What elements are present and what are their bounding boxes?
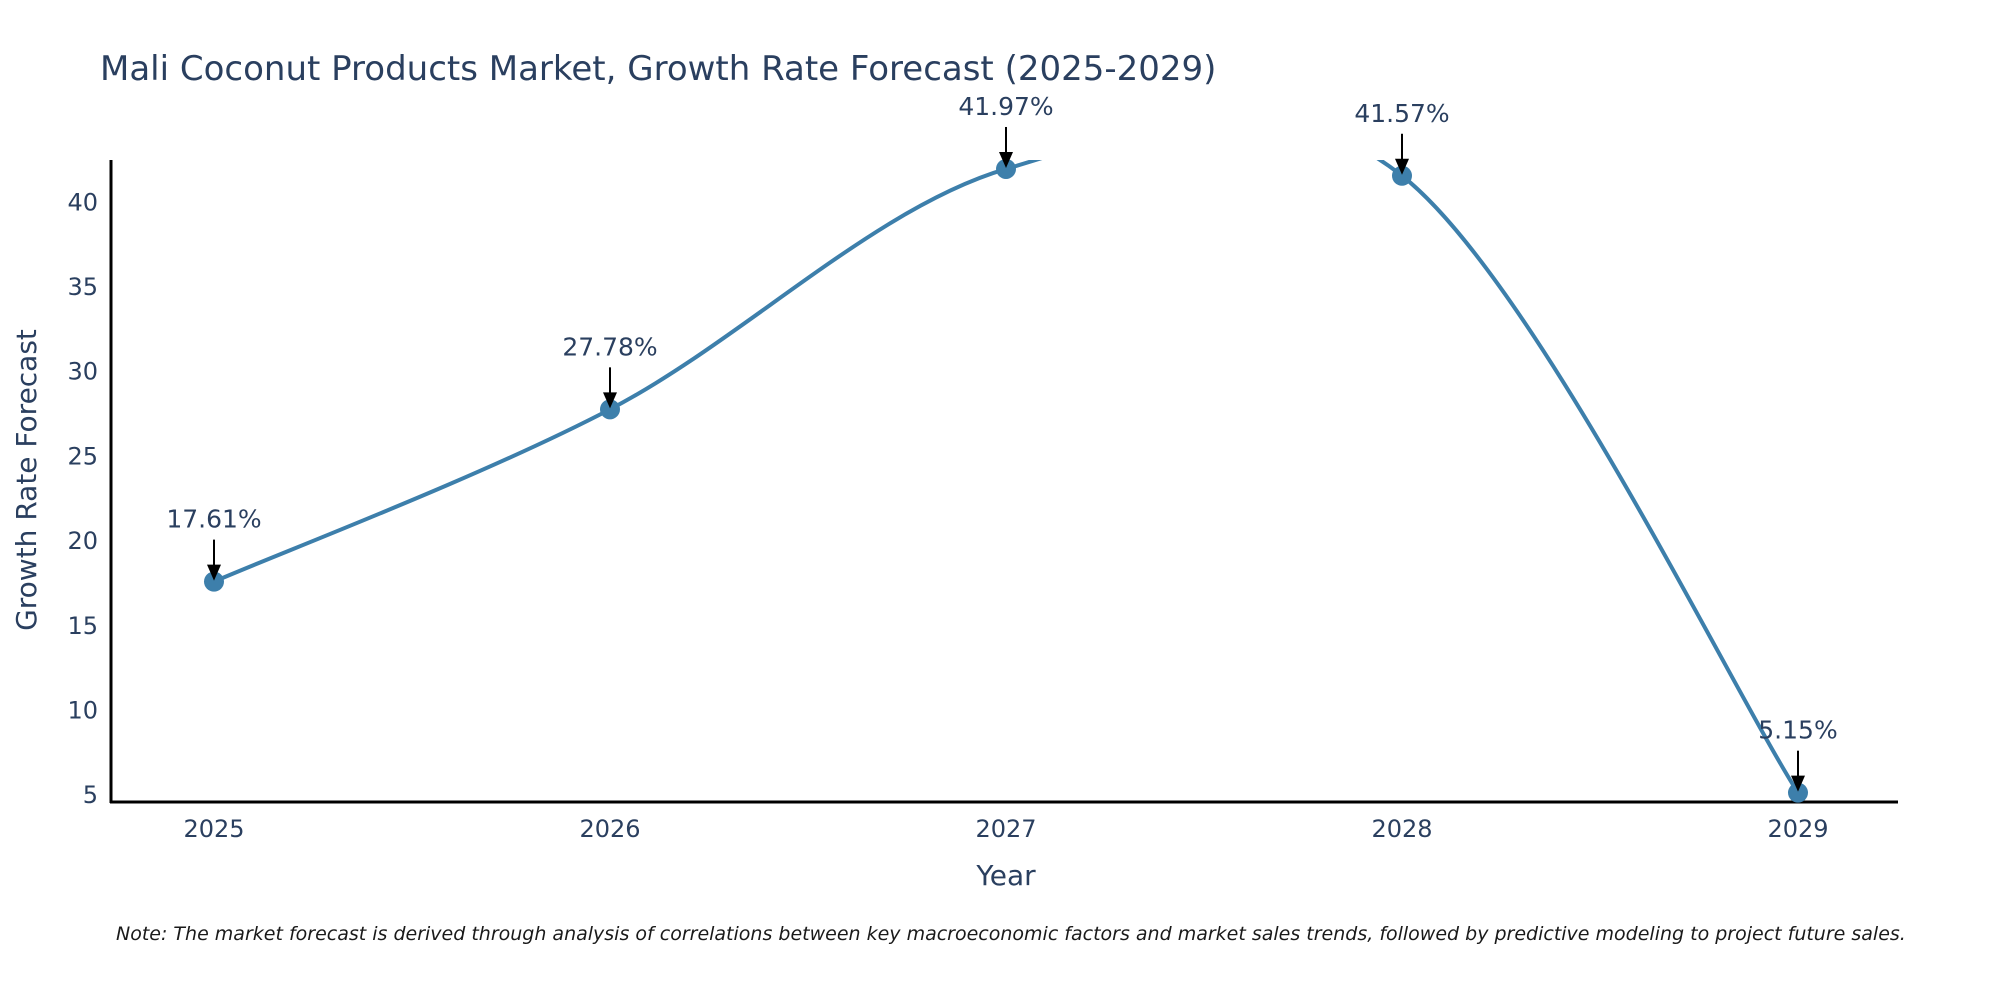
data-markers [204, 158, 1808, 803]
annotation-arrowhead [603, 392, 617, 409]
annotation-arrowhead [1791, 775, 1805, 792]
data-label-2028: 41.57% [1354, 99, 1449, 128]
y-tick-label: 20 [67, 527, 98, 555]
y-tick-label: 35 [67, 273, 98, 301]
data-label-2029: 5.15% [1758, 716, 1837, 745]
y-tick-labels: 5 10 15 20 25 30 35 40 [67, 188, 98, 809]
x-tick-labels: 2025 2026 2027 2028 2029 [183, 815, 1828, 843]
data-point-2029 [1788, 782, 1808, 803]
x-axis-title: Year [975, 859, 1036, 892]
footnote: Note: The market forecast is derived thr… [116, 923, 1906, 945]
data-point-2025 [204, 571, 224, 592]
data-label-2027: 41.97% [958, 92, 1053, 121]
data-point-2028 [1392, 165, 1412, 186]
data-label-2025: 17.61% [166, 505, 261, 534]
x-tick-label: 2025 [183, 815, 244, 843]
x-tick-label: 2026 [579, 815, 640, 843]
data-annotations: 17.61% 27.78% 41.97% 41.57% 5.15% [166, 92, 1838, 792]
annotation-arrowhead [207, 564, 221, 581]
plot-area [213, 160, 1800, 794]
x-tick-label: 2028 [1371, 815, 1432, 843]
series-line [213, 160, 1800, 794]
y-tick-label: 30 [67, 358, 98, 386]
y-tick-label: 25 [67, 442, 98, 470]
y-tick-label: 5 [83, 781, 98, 809]
data-point-2026 [600, 399, 620, 420]
chart-title: Mali Coconut Products Market, Growth Rat… [100, 49, 1216, 89]
y-tick-label: 15 [67, 612, 98, 640]
y-tick-label: 40 [67, 188, 98, 216]
x-tick-label: 2029 [1767, 815, 1828, 843]
data-label-2026: 27.78% [562, 332, 657, 361]
y-tick-label: 10 [67, 697, 98, 725]
x-tick-label: 2027 [975, 815, 1036, 843]
annotation-arrowhead [999, 151, 1013, 168]
y-axis-title: Growth Rate Forecast [10, 329, 43, 631]
data-point-2027 [996, 158, 1016, 179]
annotation-arrowhead [1395, 158, 1409, 175]
